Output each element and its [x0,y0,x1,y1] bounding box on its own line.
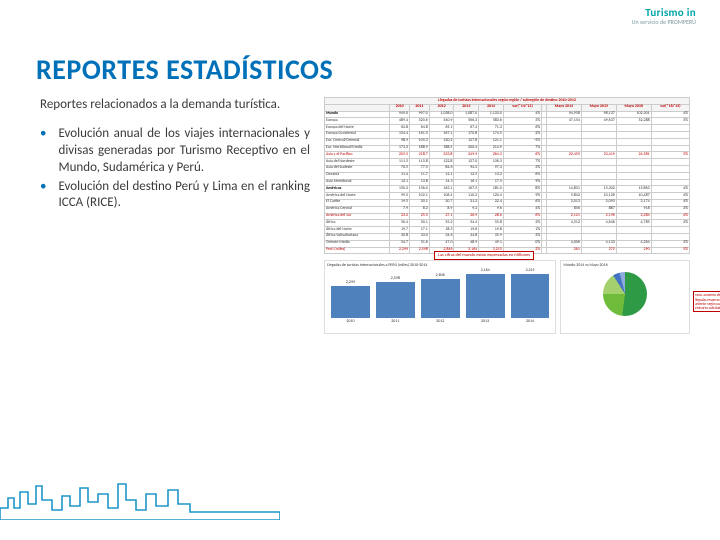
bullet-list: •Evolución anual de los viajes internaci… [40,126,310,212]
pie-callout: nota: aumento de llegadas respecto al me… [693,291,720,312]
bullet-text: Evolución anual de los viajes internacio… [58,126,310,177]
page-title: REPORTES ESTADÍSTICOS [36,52,720,87]
pie-graphic [603,272,647,316]
bar-chart-bars: 2,29920102,59820112,84620123,16420133,21… [327,270,553,324]
pie-chart: Mundo 2014 vs Mayo 2016 nota: aumento de… [560,260,690,334]
pie-chart-title: Mundo 2014 vs Mayo 2016 [563,263,687,268]
brand-sub: Un servicio de PROMPERÚ [632,18,696,26]
bullet-text: Evolución del destino Perú y Lima en el … [58,179,310,213]
bullet-dot-icon: • [40,126,46,177]
bar-item: 2,5982011 [376,276,415,324]
bar-item: 2,2992010 [331,280,370,324]
bar-item: 2,8462012 [421,273,460,325]
bullet-dot-icon: • [40,179,46,213]
skyline-graphic [0,464,280,520]
bullet-item: •Evolución anual de los viajes internaci… [40,126,310,177]
bar-item: 3,2152014 [511,268,550,325]
bar-item: 3,1642013 [466,268,505,324]
bullet-item: • Evolución del destino Perú y Lima en el… [40,179,310,213]
data-table-wrap: Llegadas de turistas internacionales seg… [324,97,690,254]
subtitle: Reportes relacionados a la demanda turís… [40,97,310,114]
table-note: Las cifras del mundo están expresadas en… [434,251,534,260]
brand-block: Turismo in Un servicio de PROMPERÚ [632,6,696,26]
bar-chart: Llegadas de turistas internacionales a P… [324,260,556,334]
data-table: Llegadas de turistas internacionales seg… [324,97,690,254]
